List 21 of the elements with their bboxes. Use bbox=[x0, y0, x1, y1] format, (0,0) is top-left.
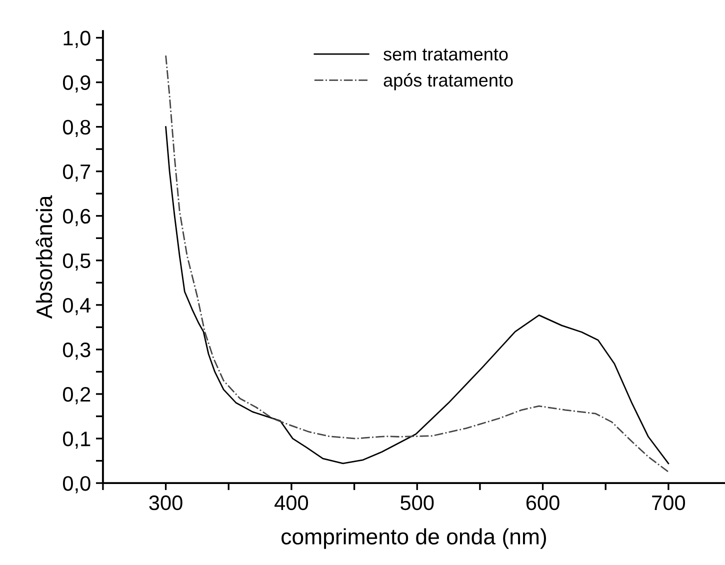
y-tick-label: 0,8 bbox=[63, 120, 90, 138]
legend-label: após tratamento bbox=[384, 73, 513, 90]
x-tick-label: 400 bbox=[274, 495, 308, 510]
line-series bbox=[165, 126, 670, 464]
y-tick-label: 0,2 bbox=[63, 387, 90, 404]
x-axis-title: comprimento de onda (nm) bbox=[282, 528, 546, 549]
y-tick-label: 0,3 bbox=[63, 342, 90, 360]
y-tick-label: 0,1 bbox=[63, 432, 90, 449]
y-tick-label: 1,0 bbox=[64, 30, 90, 48]
x-tick-label: 500 bbox=[400, 495, 434, 510]
y-axis-title: Absorbância bbox=[36, 195, 52, 319]
x-tick-label: 300 bbox=[149, 495, 182, 510]
y-tick-label: 0,7 bbox=[63, 164, 90, 182]
x-tick-label: 600 bbox=[526, 495, 560, 510]
y-tick-label: 0,0 bbox=[63, 476, 90, 494]
y-tick-label: 0,4 bbox=[63, 298, 91, 316]
legend-label: sem tratamento bbox=[384, 48, 508, 61]
y-tick-label: 0,9 bbox=[63, 75, 90, 92]
y-tick-label: 0,6 bbox=[63, 208, 90, 226]
x-tick-label: 700 bbox=[652, 495, 686, 510]
y-tick-label: 0,5 bbox=[63, 253, 90, 271]
